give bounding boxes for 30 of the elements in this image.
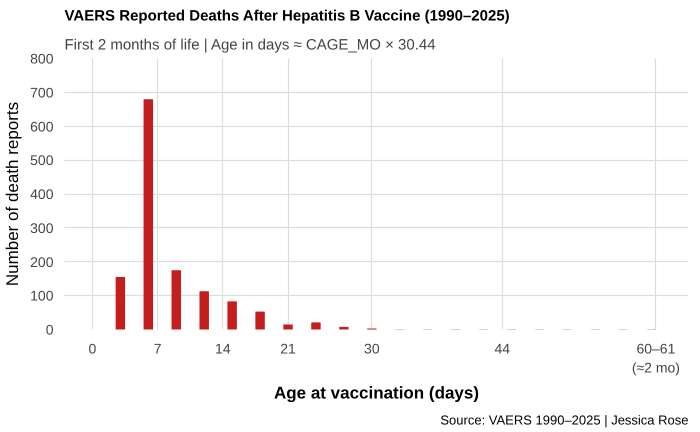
x-tick-label: 30 xyxy=(364,340,380,356)
y-tick-label: 700 xyxy=(30,84,54,100)
bar xyxy=(283,324,293,330)
y-tick-label: 200 xyxy=(30,254,54,270)
source-note: Source: VAERS 1990–2025 | Jessica Rose xyxy=(440,412,689,428)
bar xyxy=(255,312,265,330)
y-tick-label: 0 xyxy=(46,322,54,338)
y-tick-label: 400 xyxy=(30,186,54,202)
x-tick-label: 14 xyxy=(215,340,231,356)
x-tick-label: 0 xyxy=(88,340,97,356)
y-tick-label: 600 xyxy=(30,118,54,134)
x-axis-title: Age at vaccination (days) xyxy=(274,384,480,403)
bar xyxy=(199,291,209,330)
bar xyxy=(116,277,126,330)
chart-subtitle: First 2 months of life | Age in days ≈ CAGE_MO × 30.44 xyxy=(64,36,436,54)
x-tick-label: 60–61 (≈2 mo) xyxy=(632,340,680,376)
chart-title: VAERS Reported Deaths After Hepatitis B Vaccine (1990–2025) xyxy=(64,8,510,24)
x-tick-label: 7 xyxy=(154,340,162,356)
x-tick-label: 44 xyxy=(494,340,510,356)
bar xyxy=(144,99,154,330)
y-tick-label: 500 xyxy=(30,152,54,168)
bar xyxy=(172,270,181,330)
y-tick-label: 300 xyxy=(30,220,54,236)
y-axis-title: Number of death reports xyxy=(3,102,22,286)
y-tick-label: 800 xyxy=(30,50,54,66)
y-tick-label: 100 xyxy=(30,288,54,304)
bar xyxy=(311,322,321,330)
bar xyxy=(227,301,237,330)
x-tick-label: 21 xyxy=(280,340,296,356)
bar xyxy=(339,326,349,330)
